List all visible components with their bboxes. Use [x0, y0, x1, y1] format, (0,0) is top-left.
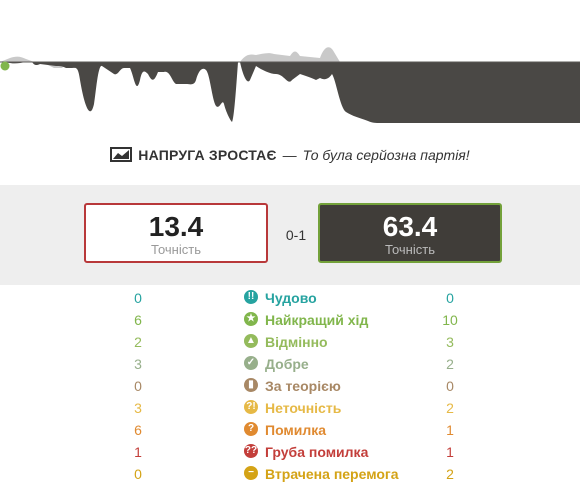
graph-light-area [0, 47, 340, 68]
black-accuracy-box: 63.4 Точність [318, 203, 502, 263]
white-accuracy-box: 13.4 Точність [84, 203, 268, 263]
double-exclamation-icon: !! [244, 290, 258, 304]
banner-dash: — [282, 147, 297, 163]
thumbs-up-icon: ▲ [244, 334, 258, 348]
stat-label: Відмінно [265, 334, 328, 350]
white-count: 3 [134, 356, 142, 372]
white-count: 0 [134, 378, 142, 394]
question-icon: ? [244, 422, 258, 436]
stat-label: За теорією [265, 378, 341, 394]
evaluation-graph[interactable] [0, 0, 580, 125]
checkmark-icon: ✓ [244, 356, 258, 370]
white-count: 0 [134, 290, 142, 306]
white-count: 6 [134, 422, 142, 438]
stat-label: Помилка [265, 422, 327, 438]
white-count: 0 [134, 466, 142, 482]
black-count: 2 [446, 356, 454, 372]
stat-label: Добре [265, 356, 309, 372]
game-summary-banner: НАПРУГА ЗРОСТАЄ — То була серйозна парті… [0, 125, 580, 185]
black-accuracy-value: 63.4 [382, 211, 438, 242]
double-question-icon: ?? [244, 444, 258, 458]
stat-row-missed-win[interactable]: 0 − Втрачена перемога 2 [0, 463, 580, 485]
banner-subtitle: То була серйозна партія! [302, 147, 470, 163]
chart-trend-icon [110, 145, 133, 166]
stat-label: Чудово [265, 290, 317, 306]
stat-label: Неточність [265, 400, 342, 416]
evaluation-graph-svg [0, 0, 580, 125]
black-count: 1 [446, 444, 454, 460]
stat-label: Втрачена перемога [265, 466, 399, 482]
white-accuracy-value: 13.4 [148, 211, 204, 242]
stat-row-inaccuracy[interactable]: 3 ?! Неточність 2 [0, 397, 580, 419]
stat-row-blunder[interactable]: 1 ?? Груба помилка 1 [0, 441, 580, 463]
stat-row-excellent[interactable]: 2 ▲ Відмінно 3 [0, 331, 580, 353]
minus-icon: − [244, 466, 258, 480]
black-count: 10 [442, 312, 458, 328]
white-count: 3 [134, 400, 142, 416]
black-count: 3 [446, 334, 454, 350]
stat-label: Найкращий хід [265, 312, 369, 328]
inaccuracy-icon: ?! [244, 400, 258, 414]
black-accuracy-label: Точність [385, 242, 435, 257]
accuracy-panel: 13.4 Точність 0-1 63.4 Точність [0, 185, 580, 285]
graph-current-move-dot[interactable] [0, 61, 10, 71]
white-count: 6 [134, 312, 142, 328]
stat-row-mistake[interactable]: 6 ? Помилка 1 [0, 419, 580, 441]
banner-title: НАПРУГА ЗРОСТАЄ [138, 147, 277, 163]
black-count: 0 [446, 378, 454, 394]
move-classification-table: 0 !! Чудово 0 6 ★ Найкращий хід 10 2 ▲ В… [0, 287, 580, 485]
white-accuracy-label: Точність [151, 242, 201, 257]
stat-row-book[interactable]: 0 ▮ За теорією 0 [0, 375, 580, 397]
black-count: 2 [446, 466, 454, 482]
black-count: 1 [446, 422, 454, 438]
stat-row-best[interactable]: 6 ★ Найкращий хід 10 [0, 309, 580, 331]
stat-row-brilliant[interactable]: 0 !! Чудово 0 [0, 287, 580, 309]
white-count: 2 [134, 334, 142, 350]
game-result: 0-1 [285, 227, 307, 243]
black-count: 0 [446, 290, 454, 306]
stat-label: Груба помилка [265, 444, 369, 460]
book-icon: ▮ [244, 378, 258, 392]
stat-row-good[interactable]: 3 ✓ Добре 2 [0, 353, 580, 375]
star-icon: ★ [244, 312, 258, 326]
white-count: 1 [134, 444, 142, 460]
black-count: 2 [446, 400, 454, 416]
graph-dark-area [0, 62, 580, 123]
